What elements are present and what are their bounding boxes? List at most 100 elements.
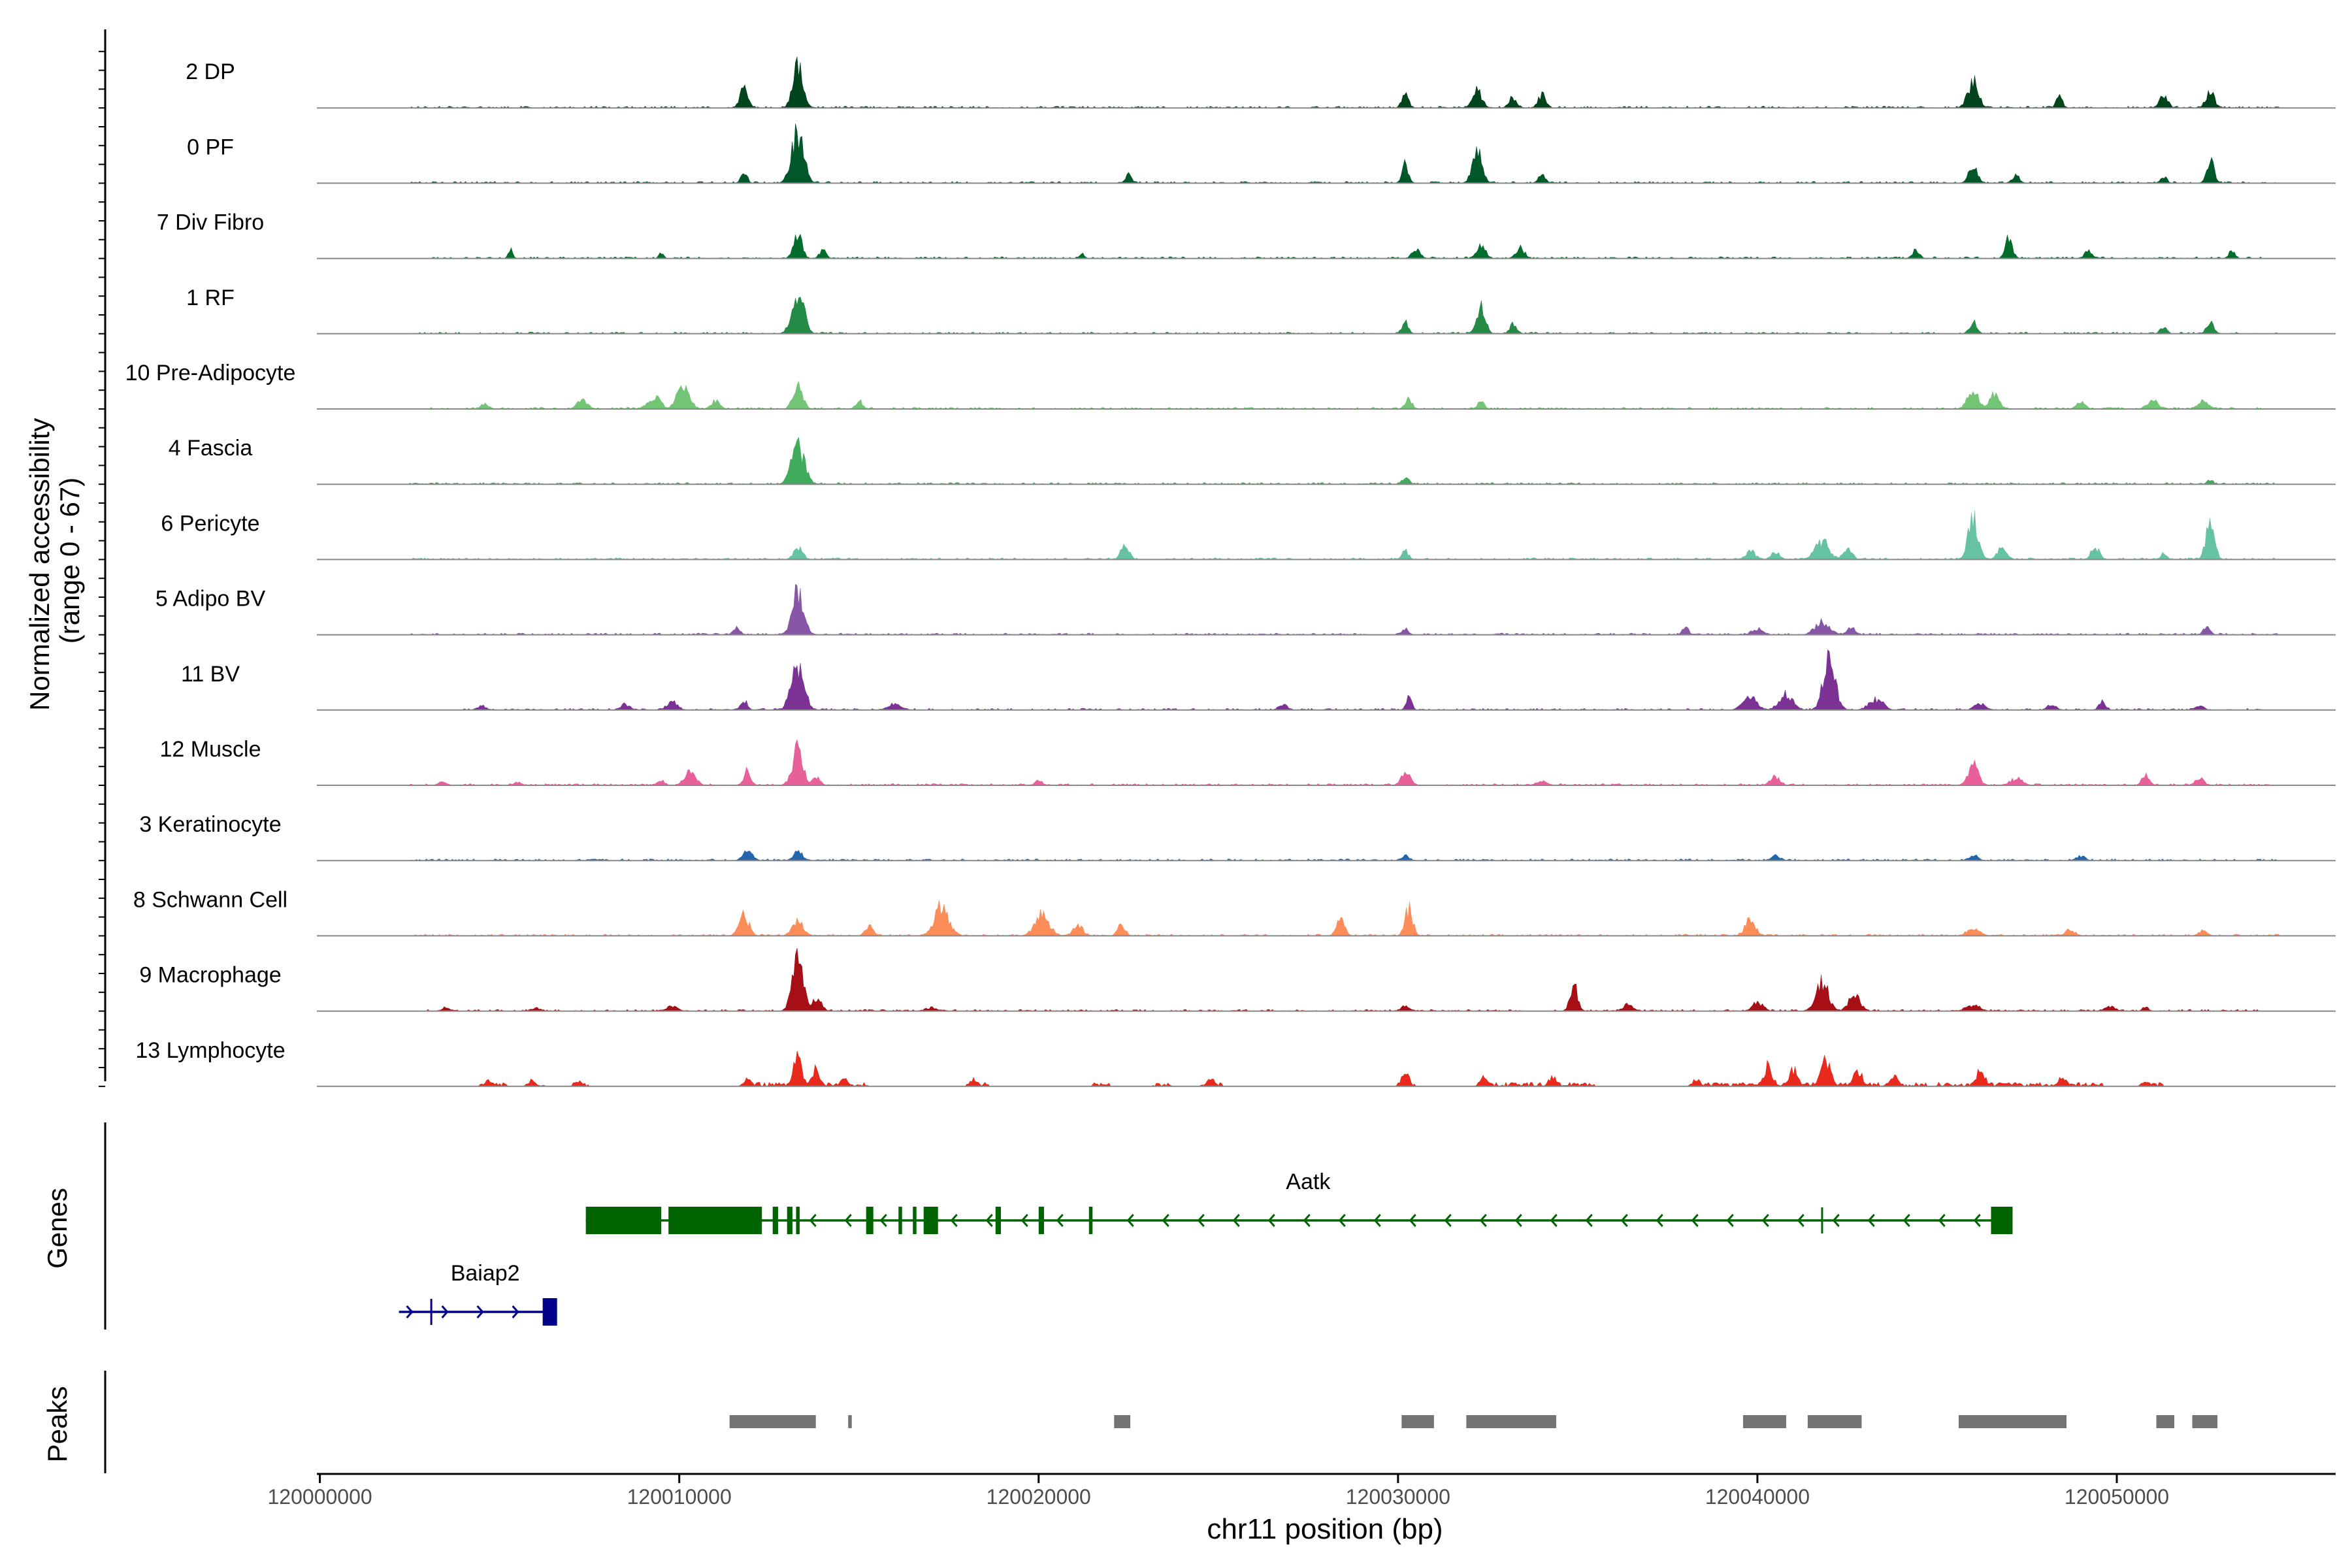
genes-panel-label: Genes	[42, 1188, 73, 1269]
gene-exon	[923, 1207, 938, 1234]
coverage-area	[317, 233, 2336, 259]
gene-exon	[585, 1207, 662, 1234]
track-0-pf: 0 PF	[187, 123, 2336, 184]
track-8-schwann-cell: 8 Schwann Cell	[133, 887, 2336, 937]
coverage-area	[317, 583, 2336, 636]
strand-arrow	[1903, 1214, 1910, 1227]
strand-arrow	[950, 1214, 958, 1227]
gene-exon	[913, 1207, 917, 1234]
gene-exon	[995, 1207, 1002, 1234]
strand-arrow	[1973, 1214, 1981, 1227]
strand-arrow	[1938, 1214, 1946, 1227]
left-axes	[99, 29, 106, 1473]
track-11-bv: 11 BV	[181, 649, 2336, 711]
track-13-lymphocyte: 13 Lymphocyte	[135, 1038, 2336, 1087]
gene-baiap2: Baiap2	[399, 1261, 557, 1326]
track-label: 1 RF	[186, 286, 235, 310]
peak-region	[1466, 1415, 1556, 1428]
track-label: 9 Macrophage	[139, 963, 281, 988]
track-label: 7 Div Fibro	[157, 210, 264, 235]
gene-name-label: Baiap2	[451, 1261, 520, 1286]
coverage-area	[317, 380, 2336, 410]
track-5-adipo-bv: 5 Adipo BV	[155, 583, 2336, 636]
track-label: 11 BV	[181, 662, 240, 687]
strand-arrow	[1867, 1214, 1875, 1227]
strand-arrow	[1162, 1214, 1169, 1227]
strand-arrow	[985, 1214, 993, 1227]
strand-arrow	[1550, 1214, 1558, 1227]
gene-exon	[668, 1207, 762, 1234]
strand-arrow	[1444, 1214, 1452, 1227]
x-tick-label: 120050000	[2065, 1485, 2169, 1509]
peak-region	[1807, 1415, 1862, 1428]
track-label: 13 Lymphocyte	[135, 1038, 285, 1063]
y-axis-title-line1: Normalized accessibility	[24, 418, 55, 711]
x-tick-label: 120040000	[1705, 1485, 1810, 1509]
coverage-area	[317, 739, 2336, 786]
track-label: 0 PF	[187, 135, 234, 159]
strand-arrow	[1761, 1214, 1769, 1227]
strand-arrow	[1514, 1214, 1522, 1227]
strand-arrow	[809, 1214, 817, 1227]
strand-arrow	[406, 1305, 414, 1318]
gene-exon	[772, 1207, 778, 1234]
gene-exon	[1038, 1207, 1045, 1234]
x-tick-label: 120030000	[1346, 1485, 1450, 1509]
gene-exon	[796, 1207, 800, 1234]
gene-track: Aatk Baiap2	[399, 1169, 2013, 1326]
strand-arrow	[1797, 1214, 1805, 1227]
gene-name-label: Aatk	[1286, 1169, 1331, 1194]
track-1-rf: 1 RF	[186, 286, 2336, 335]
strand-arrow	[1620, 1214, 1628, 1227]
coverage-area	[317, 649, 2336, 711]
gene-exon	[1991, 1207, 2013, 1234]
strand-arrow	[512, 1305, 519, 1318]
peak-region	[1114, 1415, 1131, 1428]
coverage-area	[317, 123, 2336, 184]
gene-exon	[866, 1207, 874, 1234]
strand-arrow	[1232, 1214, 1240, 1227]
x-axis-title: chr11 position (bp)	[1207, 1513, 1443, 1545]
gene-aatk: Aatk	[585, 1169, 2013, 1234]
track-12-muscle: 12 Muscle	[160, 737, 2336, 786]
strand-arrow	[1197, 1214, 1205, 1227]
peak-region	[2156, 1415, 2175, 1428]
gene-exon	[542, 1298, 557, 1326]
coverage-area	[317, 948, 2336, 1012]
track-label: 6 Pericyte	[161, 511, 259, 536]
strand-arrow	[441, 1305, 449, 1318]
strand-arrow	[1267, 1214, 1275, 1227]
track-label: 3 Keratinocyte	[139, 812, 281, 837]
strand-arrow	[1832, 1214, 1840, 1227]
track-2-dp: 2 DP	[186, 56, 2336, 109]
coverage-area	[317, 56, 2336, 108]
strand-arrow	[1656, 1214, 1663, 1227]
strand-arrow	[844, 1214, 852, 1227]
track-6-pericyte: 6 Pericyte	[161, 510, 2336, 561]
track-label: 8 Schwann Cell	[133, 887, 287, 912]
strand-arrow	[1409, 1214, 1416, 1227]
track-label: 5 Adipo BV	[155, 587, 266, 612]
track-label: 12 Muscle	[160, 737, 261, 762]
coverage-tracks: 2 DP 0 PF 7 Div Fibro 1 RF 10 Pre-Adipocyte 4…	[125, 56, 2336, 1087]
track-label: 10 Pre-Adipocyte	[125, 361, 296, 385]
coverage-area	[317, 297, 2336, 335]
y-axis-title: Normalized accessibility (range 0 - 67)	[24, 410, 85, 711]
gene-exon	[787, 1207, 792, 1234]
x-axis: 120000000 120010000 120020000 120030000 1200…	[268, 1473, 2336, 1509]
coverage-area	[317, 1051, 2336, 1087]
strand-arrow	[476, 1305, 484, 1318]
peak-track	[729, 1415, 2218, 1428]
peak-region	[1401, 1415, 1434, 1428]
x-tick-label: 120010000	[627, 1485, 732, 1509]
track-4-fascia: 4 Fascia	[169, 436, 2336, 485]
coverage-area	[317, 436, 2336, 485]
strand-arrow	[1021, 1214, 1028, 1227]
peaks-panel-label: Peaks	[42, 1386, 73, 1463]
strand-arrow	[1056, 1214, 1064, 1227]
strand-arrow	[1338, 1214, 1346, 1227]
y-axis-title-line2: (range 0 - 67)	[54, 478, 85, 644]
peak-region	[729, 1415, 816, 1428]
strand-arrow	[879, 1214, 887, 1227]
